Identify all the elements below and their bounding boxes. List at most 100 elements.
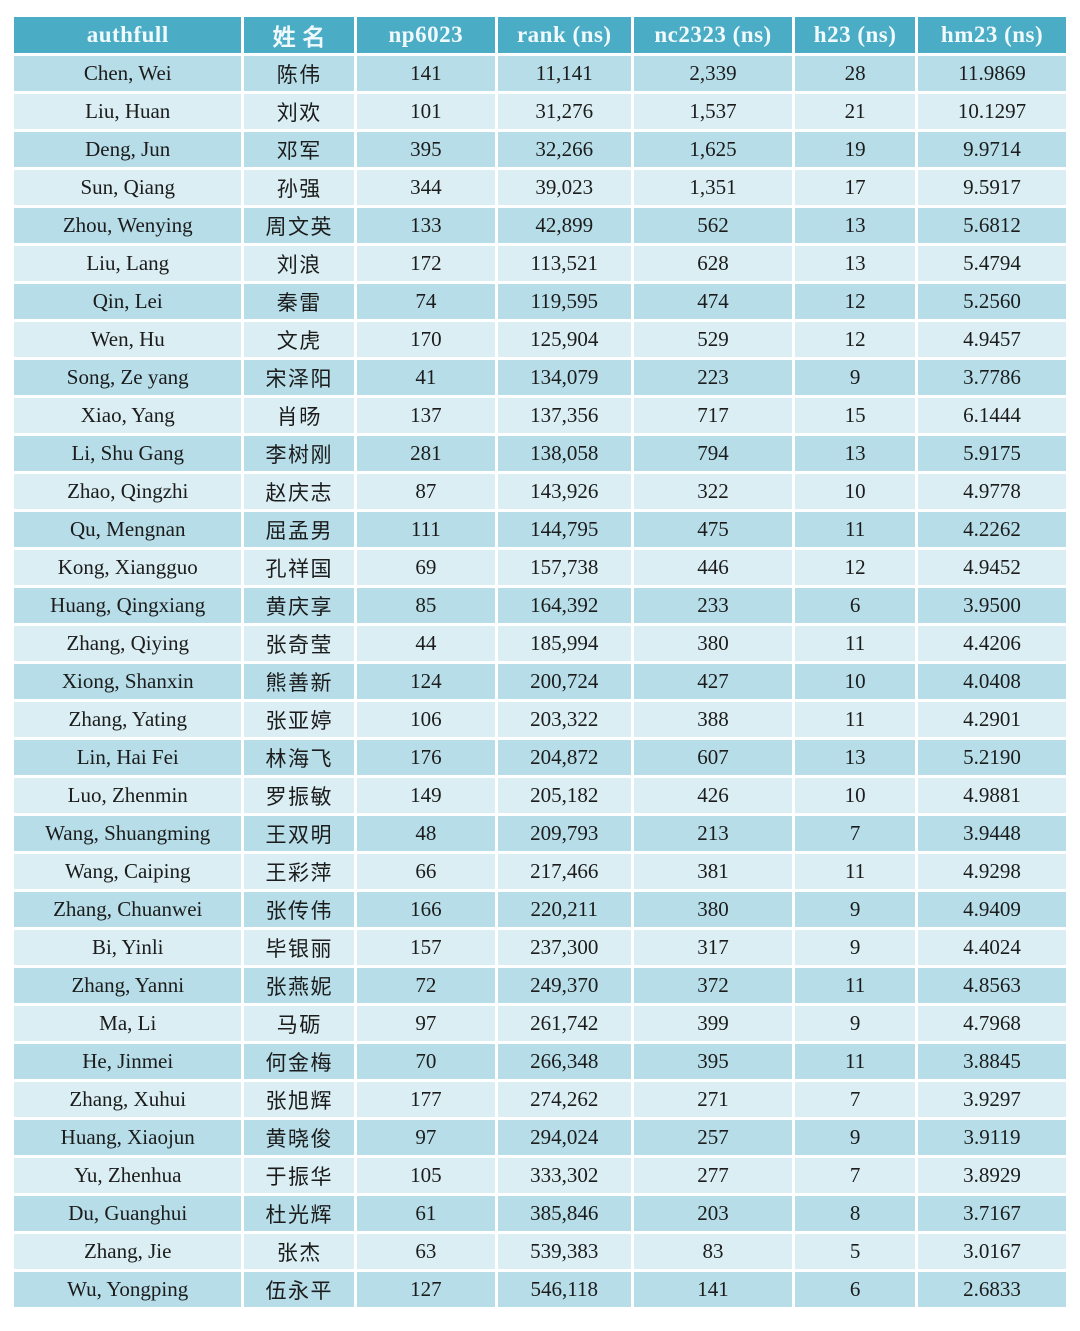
cell-hm23: 4.4024: [918, 930, 1066, 965]
cell-hm23: 3.8929: [918, 1158, 1066, 1193]
header-row: authfull 姓 名 np6023 rank (ns) nc2323 (ns) h23…: [14, 17, 1066, 53]
cell-authfull: Chen, Wei: [14, 56, 242, 91]
cell-xingming: 李树刚: [244, 436, 355, 471]
cell-nc2323: 446: [633, 550, 793, 585]
cell-authfull: Wang, Caiping: [14, 854, 242, 889]
cell-xingming: 赵庆志: [244, 474, 355, 509]
cell-np6023: 87: [357, 474, 495, 509]
table-row: Song, Ze yang 宋泽阳 41 134,079 223 9 3.7786: [14, 360, 1066, 395]
cell-authfull: Deng, Jun: [14, 132, 242, 167]
cell-np6023: 41: [357, 360, 495, 395]
cell-rank: 200,724: [497, 664, 631, 699]
cell-np6023: 70: [357, 1044, 495, 1079]
cell-h23: 8: [795, 1196, 916, 1231]
cell-h23: 10: [795, 474, 916, 509]
table-row: He, Jinmei 何金梅 70 266,348 395 11 3.8845: [14, 1044, 1066, 1079]
column-header-authfull: authfull: [14, 17, 242, 53]
cell-nc2323: 203: [633, 1196, 793, 1231]
column-header-xingming: 姓 名: [244, 17, 355, 53]
table-row: Li, Shu Gang 李树刚 281 138,058 794 13 5.9175: [14, 436, 1066, 471]
cell-rank: 204,872: [497, 740, 631, 775]
cell-rank: 261,742: [497, 1006, 631, 1041]
cell-rank: 266,348: [497, 1044, 631, 1079]
table-row: Huang, Xiaojun 黄晓俊 97 294,024 257 9 3.9119: [14, 1120, 1066, 1155]
table-row: Qin, Lei 秦雷 74 119,595 474 12 5.2560: [14, 284, 1066, 319]
cell-h23: 5: [795, 1234, 916, 1269]
cell-np6023: 157: [357, 930, 495, 965]
table-row: Zhang, Chuanwei 张传伟 166 220,211 380 9 4.9409: [14, 892, 1066, 927]
cell-nc2323: 794: [633, 436, 793, 471]
cell-nc2323: 83: [633, 1234, 793, 1269]
cell-xingming: 文虎: [244, 322, 355, 357]
cell-xingming: 林海飞: [244, 740, 355, 775]
cell-h23: 13: [795, 208, 916, 243]
column-header-h23: h23 (ns): [795, 17, 916, 53]
cell-authfull: Qu, Mengnan: [14, 512, 242, 547]
cell-hm23: 4.9778: [918, 474, 1066, 509]
cell-h23: 28: [795, 56, 916, 91]
cell-nc2323: 607: [633, 740, 793, 775]
cell-authfull: Xiong, Shanxin: [14, 664, 242, 699]
cell-authfull: Qin, Lei: [14, 284, 242, 319]
cell-authfull: Wu, Yongping: [14, 1272, 242, 1307]
cell-h23: 9: [795, 930, 916, 965]
cell-nc2323: 529: [633, 322, 793, 357]
cell-authfull: Lin, Hai Fei: [14, 740, 242, 775]
cell-hm23: 4.4206: [918, 626, 1066, 661]
cell-authfull: Zhou, Wenying: [14, 208, 242, 243]
table-row: Deng, Jun 邓军 395 32,266 1,625 19 9.9714: [14, 132, 1066, 167]
cell-nc2323: 628: [633, 246, 793, 281]
cell-np6023: 137: [357, 398, 495, 433]
table-row: Zhang, Jie 张杰 63 539,383 83 5 3.0167: [14, 1234, 1066, 1269]
cell-nc2323: 213: [633, 816, 793, 851]
table-row: Qu, Mengnan 屈孟男 111 144,795 475 11 4.2262: [14, 512, 1066, 547]
column-header-hm23: hm23 (ns): [918, 17, 1066, 53]
cell-rank: 203,322: [497, 702, 631, 737]
cell-hm23: 5.4794: [918, 246, 1066, 281]
table-row: Kong, Xiangguo 孔祥国 69 157,738 446 12 4.9452: [14, 550, 1066, 585]
table-row: Xiong, Shanxin 熊善新 124 200,724 427 10 4.0408: [14, 664, 1066, 699]
cell-xingming: 秦雷: [244, 284, 355, 319]
cell-xingming: 杜光辉: [244, 1196, 355, 1231]
cell-nc2323: 271: [633, 1082, 793, 1117]
cell-np6023: 61: [357, 1196, 495, 1231]
cell-nc2323: 277: [633, 1158, 793, 1193]
cell-xingming: 张奇莹: [244, 626, 355, 661]
table-row: Wang, Shuangming 王双明 48 209,793 213 7 3.9448: [14, 816, 1066, 851]
cell-hm23: 2.6833: [918, 1272, 1066, 1307]
cell-nc2323: 257: [633, 1120, 793, 1155]
cell-h23: 12: [795, 322, 916, 357]
cell-hm23: 4.8563: [918, 968, 1066, 1003]
cell-hm23: 3.9119: [918, 1120, 1066, 1155]
cell-np6023: 176: [357, 740, 495, 775]
cell-hm23: 4.9298: [918, 854, 1066, 889]
cell-authfull: Liu, Lang: [14, 246, 242, 281]
cell-xingming: 孔祥国: [244, 550, 355, 585]
cell-authfull: He, Jinmei: [14, 1044, 242, 1079]
cell-rank: 42,899: [497, 208, 631, 243]
cell-hm23: 3.0167: [918, 1234, 1066, 1269]
cell-nc2323: 322: [633, 474, 793, 509]
cell-np6023: 97: [357, 1006, 495, 1041]
cell-hm23: 9.9714: [918, 132, 1066, 167]
cell-xingming: 黄晓俊: [244, 1120, 355, 1155]
cell-nc2323: 317: [633, 930, 793, 965]
cell-hm23: 4.2901: [918, 702, 1066, 737]
cell-rank: 185,994: [497, 626, 631, 661]
cell-xingming: 刘浪: [244, 246, 355, 281]
cell-hm23: 3.9448: [918, 816, 1066, 851]
cell-rank: 249,370: [497, 968, 631, 1003]
cell-nc2323: 562: [633, 208, 793, 243]
cell-rank: 546,118: [497, 1272, 631, 1307]
cell-xingming: 马砺: [244, 1006, 355, 1041]
cell-hm23: 3.7167: [918, 1196, 1066, 1231]
cell-xingming: 王彩萍: [244, 854, 355, 889]
cell-h23: 6: [795, 588, 916, 623]
table-row: Zhang, Xuhui 张旭辉 177 274,262 271 7 3.9297: [14, 1082, 1066, 1117]
cell-nc2323: 474: [633, 284, 793, 319]
cell-h23: 19: [795, 132, 916, 167]
cell-xingming: 邓军: [244, 132, 355, 167]
cell-h23: 6: [795, 1272, 916, 1307]
cell-nc2323: 388: [633, 702, 793, 737]
cell-rank: 119,595: [497, 284, 631, 319]
